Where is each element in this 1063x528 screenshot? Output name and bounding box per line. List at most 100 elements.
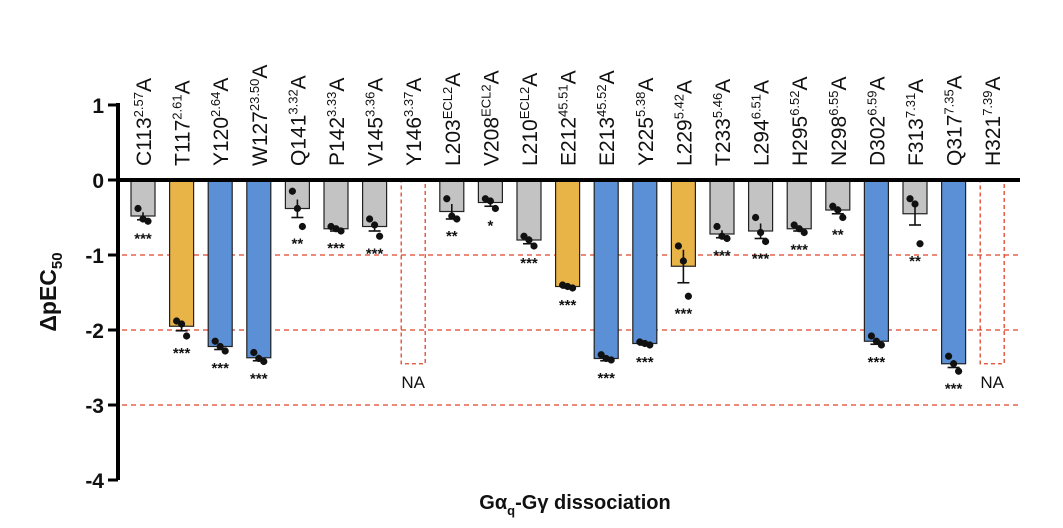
data-point-l210	[525, 236, 533, 244]
data-point-p142	[337, 227, 345, 235]
data-point-n298	[834, 206, 842, 214]
data-point-t233	[713, 222, 721, 231]
data-point-q141	[288, 187, 296, 195]
data-point-y120	[216, 342, 224, 351]
data-point-f313	[916, 240, 924, 248]
data-point-l229	[679, 257, 688, 265]
significance-l294: ***	[752, 251, 770, 268]
category-label-t233: T2335.46A	[710, 79, 735, 166]
category-label-y146: Y1463.37A	[401, 78, 426, 166]
category-label-q317: Q3177.35A	[942, 75, 967, 166]
category-label-f313: F3137.31A	[903, 79, 928, 166]
significance-e213: ***	[597, 370, 615, 387]
data-point-e213	[597, 351, 605, 359]
significance-t117: ***	[173, 345, 191, 362]
data-point-v145	[376, 232, 384, 240]
data-point-w127	[260, 357, 268, 366]
data-point-t117	[178, 320, 186, 328]
data-point-e213	[607, 356, 615, 364]
data-point-l203	[453, 215, 461, 223]
y-tick-label: -1	[85, 245, 104, 268]
category-label-p142: P1423.33A	[324, 78, 349, 166]
category-label-y225: Y2255.38A	[633, 78, 658, 166]
significance-e212: ***	[559, 297, 577, 314]
category-label-q141: Q1413.32A	[285, 75, 310, 166]
category-label-n298: N2986.55A	[826, 76, 851, 166]
data-point-l229	[674, 242, 683, 250]
data-point-h295	[800, 228, 808, 237]
significance-l203: **	[446, 228, 458, 245]
data-point-d302	[872, 337, 881, 345]
significance-l229: ***	[675, 305, 693, 322]
na-box-h321	[979, 179, 1005, 365]
axes: 1 0 -1 -2 -3 -4	[85, 95, 1020, 493]
category-label-l203: L203ECL2A	[440, 73, 465, 166]
category-label-d302: D3026.59A	[864, 76, 889, 166]
category-label-t117: T1172.61A	[170, 80, 195, 166]
category-label-h321: H3217.39A	[980, 76, 1005, 166]
data-point-n298	[839, 213, 847, 222]
bar-p142	[323, 179, 349, 230]
significance-f313: **	[909, 253, 921, 270]
category-labels: C1132.57A T1172.61A Y1202.64A W12723.50A Q14…	[131, 65, 1005, 166]
data-point-v145	[366, 215, 374, 223]
bar-e212	[554, 179, 581, 288]
data-point-l203	[443, 195, 451, 203]
data-point-l229	[684, 292, 693, 300]
category-label-w127: W12723.50A	[247, 65, 272, 166]
data-point-d302	[877, 341, 886, 349]
significance-w127: ***	[250, 371, 268, 388]
category-label-v208: V208ECL2A	[478, 70, 503, 166]
data-point-t117	[183, 332, 191, 340]
bar-y225	[632, 179, 658, 345]
data-point-q317	[950, 360, 958, 368]
data-point-n298	[829, 202, 837, 210]
data-point-y120	[211, 337, 219, 345]
bar-l294	[747, 179, 774, 232]
bar-t117	[169, 179, 195, 327]
bar-l210	[516, 179, 542, 241]
category-label-e212: E21245.51A	[556, 70, 581, 166]
significance-q141: **	[292, 236, 304, 253]
bars: ************** *** ***NA******************…	[130, 179, 1005, 397]
data-point-d302	[867, 332, 876, 340]
bar-d302	[863, 179, 890, 342]
na-label-h321: NA	[980, 373, 1004, 392]
category-label-v145: V1453.36A	[363, 78, 388, 166]
category-label-h295: H2956.52A	[787, 76, 812, 166]
y-tick-label: -3	[85, 395, 104, 418]
data-point-l210	[520, 232, 528, 240]
category-label-l210: L210ECL2A	[517, 73, 542, 166]
data-point-y120	[221, 347, 229, 355]
bar-e213	[593, 179, 619, 360]
data-point-t233	[723, 234, 731, 243]
data-point-v145	[371, 221, 379, 229]
category-label-c113: C1132.57A	[131, 78, 156, 166]
bar-h295	[786, 179, 812, 230]
data-point-q141	[298, 222, 306, 231]
significance-n298: **	[832, 227, 844, 244]
y-tick-label: 1	[92, 95, 104, 118]
data-point-c113	[134, 204, 142, 213]
significance-y120: ***	[211, 360, 229, 377]
data-point-l210	[530, 242, 538, 250]
data-point-f313	[906, 195, 914, 203]
significance-q317: ***	[945, 380, 963, 397]
na-label-y146: NA	[401, 373, 425, 392]
data-point-q317	[955, 367, 963, 375]
data-point-y225	[646, 341, 654, 349]
data-point-e212	[569, 284, 577, 292]
y-tick-label: -2	[85, 320, 104, 343]
axis-titles: ΔpEC50 Gαq-Gγ dissociation	[35, 252, 671, 518]
significance-p142: ***	[327, 240, 345, 257]
y-tick-label: 0	[92, 170, 104, 193]
y-tick-label: -4	[85, 470, 104, 493]
bar-c113	[130, 179, 156, 217]
data-point-f313	[911, 200, 919, 208]
data-point-c113	[144, 217, 152, 225]
data-point-v208	[491, 204, 499, 213]
bar-y120	[207, 179, 233, 348]
significance-d302: ***	[868, 354, 886, 371]
significance-c113: ***	[134, 230, 152, 247]
